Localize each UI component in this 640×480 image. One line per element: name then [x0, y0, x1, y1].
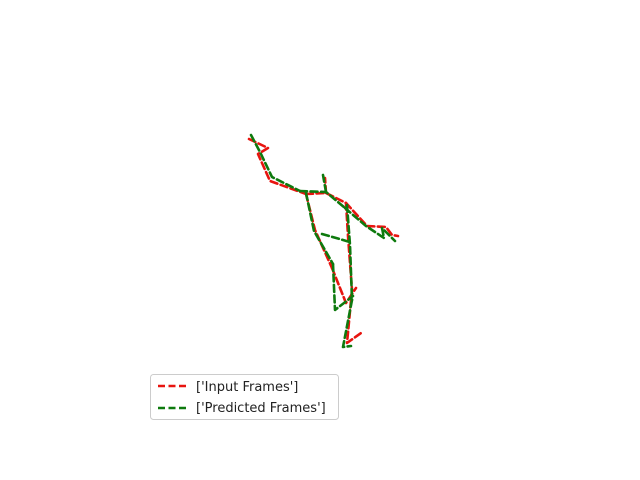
input-skeleton	[247, 137, 400, 345]
predicted-left-arm	[249, 133, 302, 193]
legend-label-predicted: ['Predicted Frames']	[196, 401, 326, 416]
predicted-leg-right	[341, 298, 354, 349]
input-right-arm	[344, 201, 400, 238]
predicted-right-arm	[343, 206, 397, 243]
predicted-skeleton	[249, 133, 397, 349]
legend-frame	[150, 374, 339, 420]
input-shoulders	[304, 191, 348, 205]
predicted-hip-line	[320, 232, 352, 244]
legend-label-input: ['Input Frames']	[196, 380, 298, 395]
predicted-neck-head	[321, 173, 328, 194]
predicted-leg-left	[331, 262, 355, 312]
predicted-torso-right	[345, 203, 354, 302]
legend: ['Input Frames'] ['Predicted Frames']	[150, 374, 339, 420]
input-left-arm	[247, 137, 308, 196]
predicted-torso-left	[304, 191, 335, 266]
